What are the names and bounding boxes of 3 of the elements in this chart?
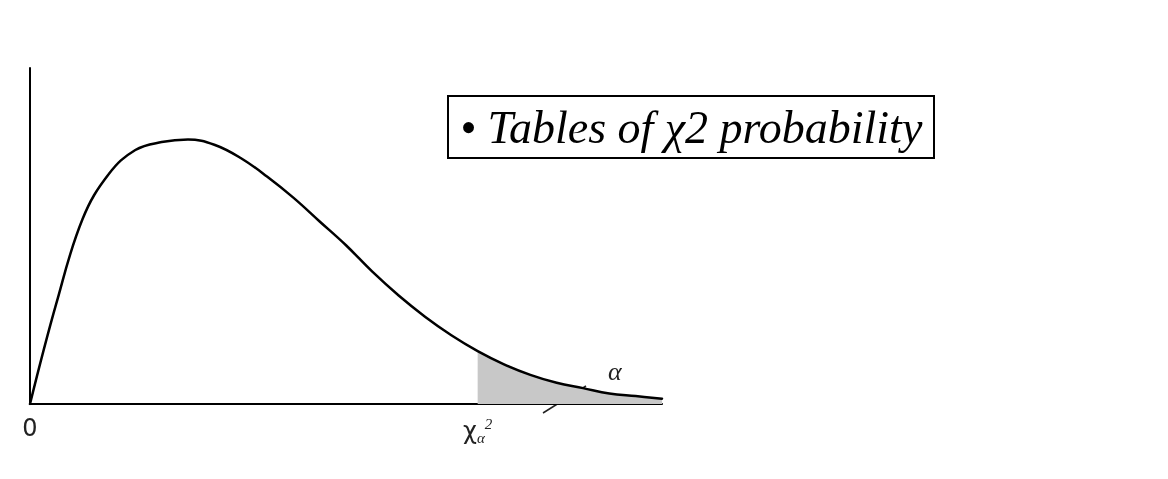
chart-title: • Tables of χ2 probability	[460, 101, 923, 153]
annotation: α	[608, 356, 623, 386]
x-tick-label: 0	[22, 414, 38, 442]
